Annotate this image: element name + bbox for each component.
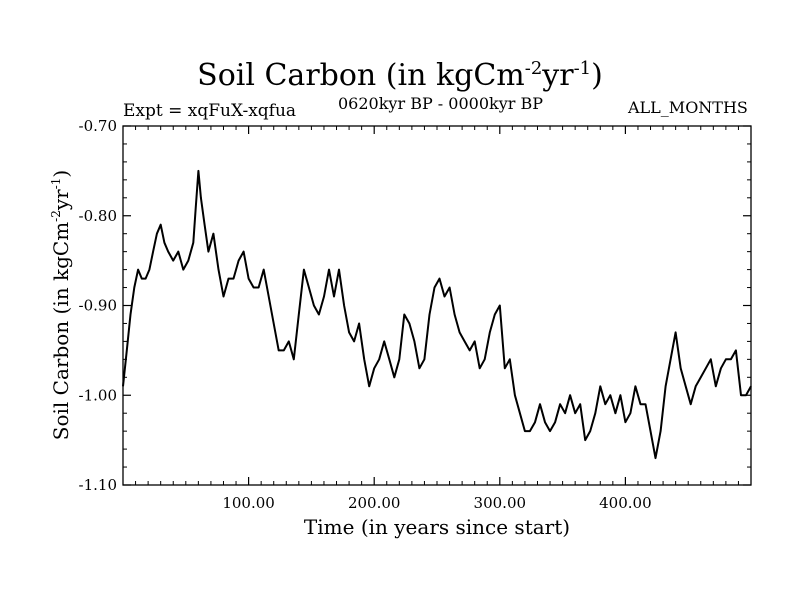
y-tick-label: -0.70	[79, 117, 117, 135]
y-tick-label: -1.10	[79, 476, 117, 494]
x-tick-label: 200.00	[348, 494, 401, 512]
y-axis-label: Soil Carbon (in kgCm-2yr-1)	[49, 170, 73, 440]
x-axis-label: Time (in years since start)	[304, 515, 570, 539]
experiment-label: Expt = xqFuX-xqfua	[123, 101, 297, 121]
plot-frame	[122, 125, 752, 486]
soil-carbon-line	[122, 169, 752, 460]
period-label: 0620kyr BP - 0000kyr BP	[338, 94, 543, 113]
y-tick-label: -1.00	[79, 386, 117, 404]
axis-ticks	[123, 125, 751, 486]
chart-title: Soil Carbon (in kgCm-2yr-1)	[197, 58, 603, 93]
y-tick-label: -0.90	[79, 297, 117, 315]
x-tick-label: 300.00	[474, 494, 527, 512]
y-tick-label: -0.80	[79, 207, 117, 225]
x-tick-label: 400.00	[599, 494, 652, 512]
y-tick-labels: -0.70 -0.80 -0.90 -1.00 -1.10	[79, 117, 117, 494]
months-label: ALL_MONTHS	[628, 98, 748, 117]
x-tick-labels: 100.00 200.00 300.00 400.00	[222, 494, 651, 512]
x-tick-label: 100.00	[222, 494, 275, 512]
